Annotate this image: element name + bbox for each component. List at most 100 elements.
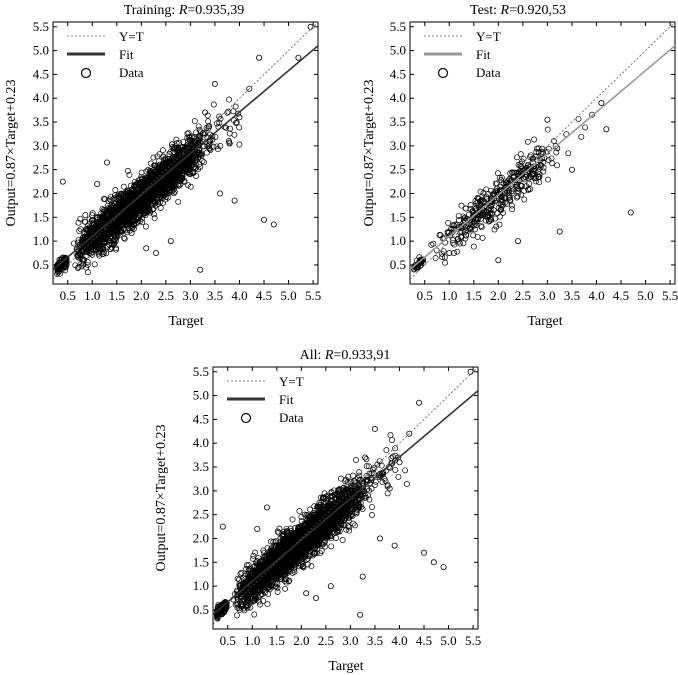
training-data-point — [120, 183, 127, 190]
legend-label: Y=T — [119, 29, 144, 44]
test-data-point — [578, 133, 585, 140]
training-data-point — [120, 197, 127, 204]
training-data-point — [201, 129, 208, 136]
test-data-point — [525, 161, 531, 168]
test-data-point — [536, 179, 543, 186]
training-data-point — [232, 103, 239, 110]
test-data-point — [513, 154, 520, 161]
x-tick-label: 5.0 — [637, 288, 653, 303]
identity-line — [53, 22, 318, 280]
training-data-point — [114, 232, 121, 238]
test-data-point — [517, 151, 524, 158]
all-data-point — [234, 575, 241, 582]
training-data-point — [117, 199, 124, 206]
test-data-point — [512, 177, 519, 184]
training-data-point — [117, 196, 124, 203]
test-data-point — [461, 229, 468, 236]
all-data-point — [379, 479, 386, 486]
training-title: Training: R=0.935,39 — [124, 3, 245, 18]
test-data-point — [527, 186, 534, 193]
test-data-point — [465, 220, 472, 227]
outlier-data-point — [211, 80, 218, 87]
outlier-data-point — [568, 166, 575, 173]
training-data-point — [142, 223, 149, 230]
training-panel: Training: R=0.935,39 0.5 1.0 1.5 2.0 2.5 3.0 3… — [4, 3, 321, 329]
outlier-data-point — [627, 209, 634, 216]
outlier-data-point — [167, 238, 174, 245]
training-data-point — [168, 170, 175, 177]
training-data-point — [121, 234, 127, 241]
training-data-point — [135, 177, 142, 184]
test-data-point — [456, 217, 462, 224]
all-panel: All: R=0.933,91 0.5 1.0 1.5 2.0 2.5 3.0 3.5 4.0… — [154, 348, 481, 674]
all-data-point — [369, 466, 376, 473]
test-data-point — [529, 155, 536, 162]
test-data-point — [519, 171, 526, 178]
training-data-point — [137, 218, 143, 225]
test-data-point — [531, 175, 538, 182]
test-data-point — [470, 208, 476, 215]
test-data-point — [446, 229, 453, 236]
test-data-point — [524, 138, 531, 145]
x-tick-label: 3.5 — [564, 288, 580, 303]
training-data-point — [114, 218, 121, 225]
training-data-point — [192, 138, 199, 145]
training-data-point — [103, 250, 110, 257]
training-data-point — [95, 232, 102, 239]
training-data-point — [125, 187, 132, 194]
test-data-point — [498, 193, 505, 200]
training-data-point — [128, 190, 135, 197]
training-data-point — [205, 123, 212, 130]
test-data-point — [448, 225, 454, 232]
training-data-point — [78, 263, 85, 270]
training-data-point — [176, 149, 183, 156]
all-plot-frame — [212, 366, 479, 630]
outlier-data-point — [197, 266, 204, 273]
training-data-point — [180, 161, 187, 168]
test-data-point — [522, 174, 529, 181]
training-y-axis-label: Output=0.87×Target+0.23 — [4, 80, 19, 227]
training-data-point — [159, 147, 166, 154]
training-data-point — [77, 215, 84, 222]
test-data-point — [525, 165, 532, 172]
outlier-data-point — [495, 257, 502, 264]
training-data-point — [187, 183, 194, 190]
test-data-point — [465, 227, 472, 234]
test-data-point — [533, 178, 539, 185]
training-data-point — [179, 174, 186, 181]
x-tick-label: 1.5 — [109, 288, 125, 303]
test-ticks: 0.5 1.0 1.5 2.0 2.5 3.0 3.5 4.0 4.5 5.0 5.50.51.01… — [390, 19, 678, 303]
training-data-point — [203, 149, 210, 156]
test-data-point — [575, 115, 582, 122]
training-lines — [53, 22, 318, 280]
all-data-point — [374, 461, 381, 468]
training-data-point — [91, 261, 98, 268]
test-data-point — [462, 214, 468, 221]
test-data-point — [462, 235, 469, 242]
test-data-point — [505, 192, 512, 199]
training-data-point — [104, 244, 111, 251]
training-data-point — [87, 240, 94, 247]
outlier-data-point — [143, 245, 150, 252]
test-data-point — [589, 111, 596, 118]
test-data-point — [565, 150, 572, 157]
all-data-point — [403, 481, 410, 488]
legend-data-swatch — [80, 67, 92, 79]
test-data-point — [494, 210, 501, 217]
training-data-point — [62, 264, 69, 271]
outlier-data-point — [603, 126, 610, 133]
training-data-point — [223, 124, 229, 131]
training-data-point — [74, 245, 81, 252]
training-data-point — [82, 212, 89, 218]
training-data-point — [79, 237, 86, 244]
outlier-data-point — [515, 238, 522, 245]
outlier-data-point — [153, 249, 160, 256]
all-data-point — [298, 513, 305, 520]
training-data-point — [75, 219, 82, 226]
outlier-data-point — [226, 140, 233, 147]
x-tick-label: 4.0 — [231, 288, 247, 303]
test-data-point — [477, 188, 484, 195]
test-data-point — [553, 149, 560, 156]
